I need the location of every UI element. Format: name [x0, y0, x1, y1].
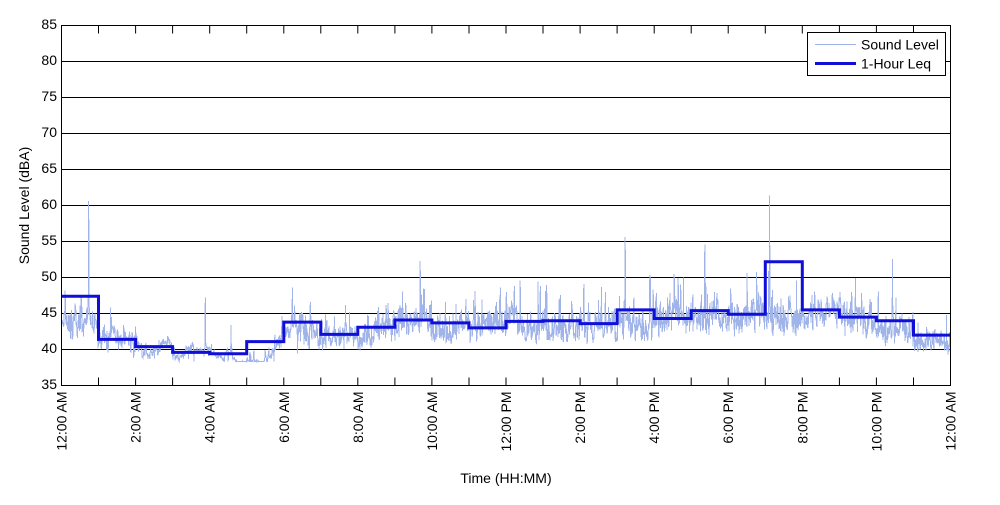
svg-text:75: 75	[41, 88, 57, 104]
svg-text:10:00 AM: 10:00 AM	[424, 392, 440, 451]
svg-text:4:00 PM: 4:00 PM	[646, 392, 662, 444]
svg-text:55: 55	[41, 232, 57, 248]
svg-text:60: 60	[41, 196, 57, 212]
svg-text:10:00 PM: 10:00 PM	[868, 392, 884, 452]
svg-text:65: 65	[41, 160, 57, 176]
svg-text:Sound Level: Sound Level	[861, 37, 939, 53]
svg-text:45: 45	[41, 304, 57, 320]
svg-text:85: 85	[41, 16, 57, 32]
svg-text:1-Hour Leq: 1-Hour Leq	[861, 56, 931, 72]
svg-text:12:00 PM: 12:00 PM	[498, 392, 514, 452]
svg-text:8:00 PM: 8:00 PM	[794, 392, 810, 444]
svg-text:6:00 AM: 6:00 AM	[276, 392, 292, 443]
svg-text:8:00 AM: 8:00 AM	[350, 392, 366, 443]
svg-text:Time (HH:MM): Time (HH:MM)	[460, 470, 551, 486]
svg-text:2:00 AM: 2:00 AM	[128, 392, 144, 443]
svg-text:80: 80	[41, 52, 57, 68]
svg-text:35: 35	[41, 376, 57, 392]
svg-text:40: 40	[41, 340, 57, 356]
svg-text:12:00 AM: 12:00 AM	[943, 392, 959, 451]
svg-text:2:00 PM: 2:00 PM	[572, 392, 588, 444]
svg-text:4:00 AM: 4:00 AM	[202, 392, 218, 443]
svg-text:70: 70	[41, 124, 57, 140]
svg-text:50: 50	[41, 268, 57, 284]
svg-text:Sound Level (dBA): Sound Level (dBA)	[16, 147, 32, 265]
svg-text:6:00 PM: 6:00 PM	[720, 392, 736, 444]
svg-text:12:00 AM: 12:00 AM	[54, 392, 70, 451]
